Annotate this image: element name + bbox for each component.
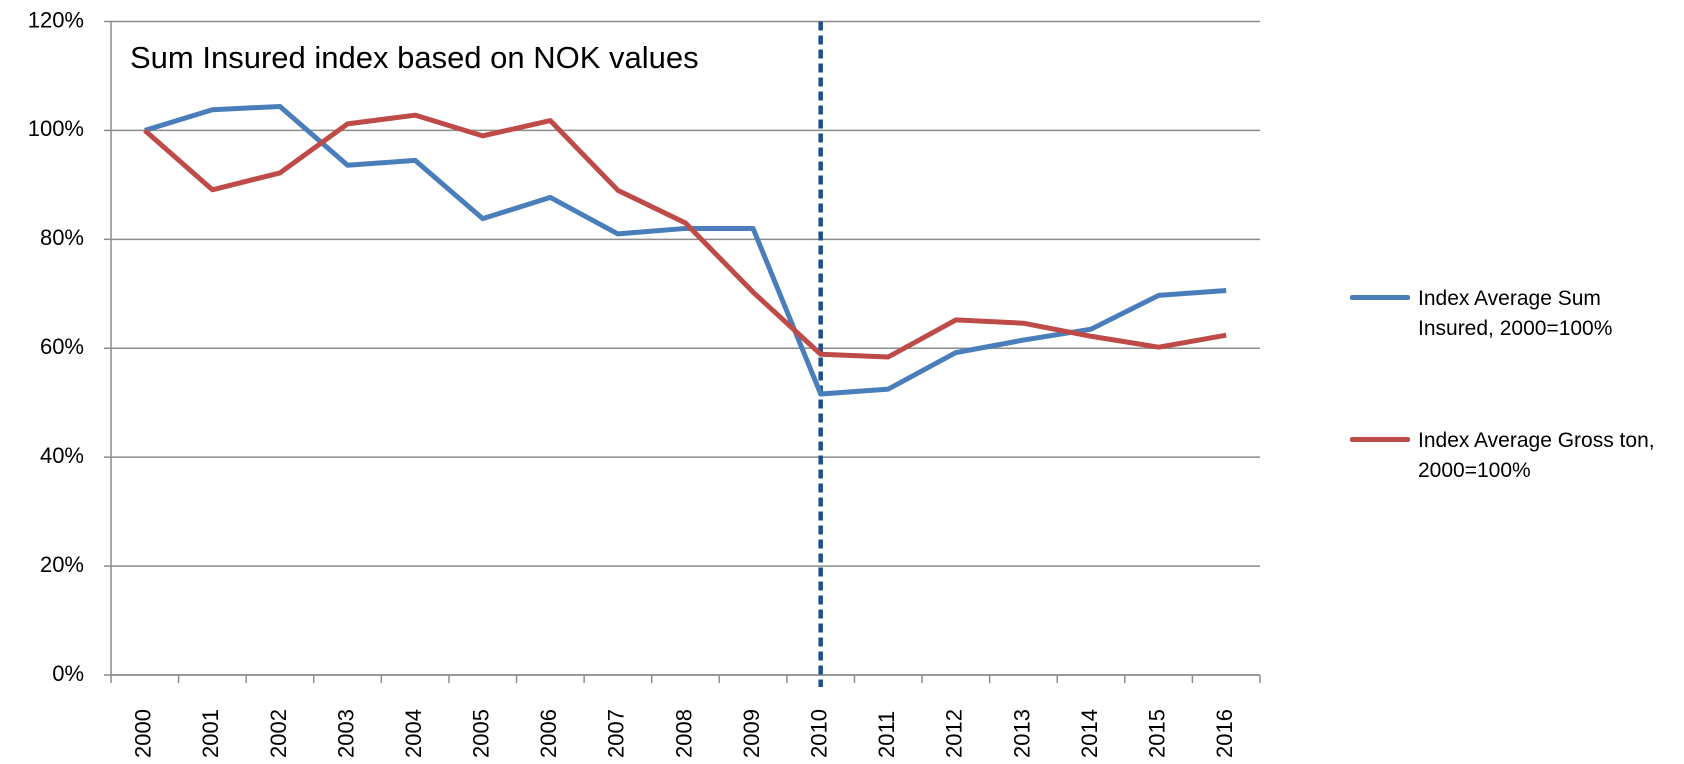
x-tick-label: 2006	[536, 709, 561, 758]
legend-label: Index Average Gross ton, 2000=100%	[1418, 429, 1655, 482]
x-tick-label: 2015	[1144, 709, 1169, 758]
x-tick-label: 2012	[942, 709, 967, 758]
x-tick-label: 2002	[266, 709, 291, 758]
legend-swatch	[1350, 295, 1410, 300]
x-tick-label: 2007	[604, 709, 629, 758]
x-tick-label: 2014	[1077, 709, 1102, 758]
x-tick-label: 2004	[401, 709, 426, 758]
x-tick-label: 2000	[131, 709, 156, 758]
x-tick-label: 2001	[198, 709, 223, 758]
x-tick-label: 2003	[333, 709, 358, 758]
legend-item: Index Average Sum Insured, 2000=100%	[1350, 284, 1680, 344]
y-tick-label: 80%	[40, 225, 84, 250]
x-tick-label: 2008	[671, 709, 696, 758]
y-tick-label: 60%	[40, 334, 84, 359]
x-tick-label: 2011	[874, 711, 899, 758]
legend-swatch	[1350, 437, 1410, 442]
y-tick-label: 40%	[40, 443, 84, 468]
series-line	[144, 103, 1227, 397]
chart-title: Sum Insured index based on NOK values	[130, 40, 699, 75]
x-tick-label: 2005	[469, 709, 494, 758]
legend-label: Index Average Sum Insured, 2000=100%	[1418, 287, 1613, 340]
grid: 0% 20% 40% 60% 80% 100% 120% 2000 2001 2002 2003 20…	[28, 7, 1261, 758]
x-tick-label: 2010	[806, 709, 831, 758]
y-tick-label: 120%	[28, 7, 84, 32]
x-tick-label: 2009	[739, 709, 764, 758]
y-tick-label: 0%	[52, 661, 84, 686]
x-tick-label: 2013	[1009, 709, 1034, 758]
y-tick-label: 20%	[40, 552, 84, 577]
series-line	[143, 112, 1227, 360]
y-tick-label: 100%	[28, 116, 84, 141]
x-tick-label: 2016	[1212, 709, 1237, 758]
legend-item: Index Average Gross ton, 2000=100%	[1350, 426, 1680, 486]
